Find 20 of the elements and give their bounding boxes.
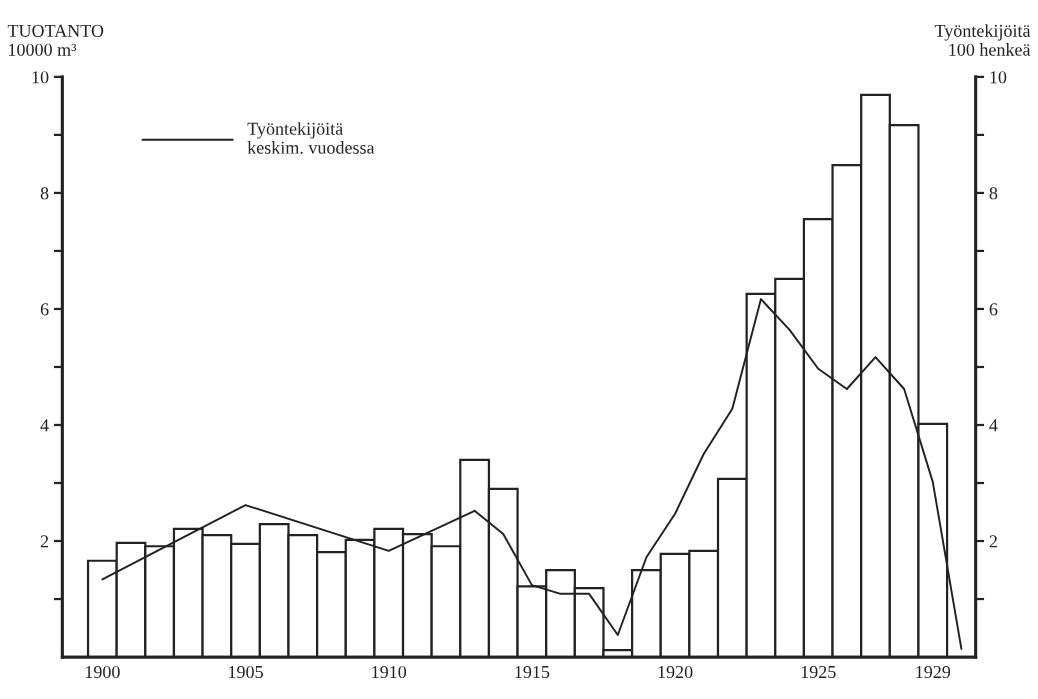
x-tick-label: 1900 (85, 665, 120, 679)
x-tick-label: 1925 (801, 665, 836, 679)
y-tick-label: 4 (40, 419, 49, 432)
y2-tick-label: 10 (990, 71, 1007, 84)
y2-tick-label: 2 (989, 535, 997, 548)
x-tick-label: 1915 (515, 665, 550, 679)
y-axis-title: TUOTANTO 10000 m³ (7, 24, 104, 56)
y-tick-label: 8 (40, 187, 49, 200)
x-tick-label: 1920 (658, 665, 693, 679)
y2-tick-label: 8 (989, 187, 998, 200)
y2-tick-label: 6 (989, 303, 998, 316)
x-tick-label: 1905 (229, 665, 263, 679)
y2-axis-title: Työntekijöitä 100 henkeä (934, 24, 1031, 56)
x-tick-label: 1910 (372, 665, 407, 679)
x-tick-label: 1929 (916, 665, 951, 679)
y-tick-label: 10 (32, 71, 49, 84)
y2-tick-label: 4 (989, 419, 998, 432)
legend-label: Työntekijöitä keskim. vuodessa (247, 122, 375, 154)
y-tick-label: 2 (40, 535, 49, 548)
y-tick-label: 6 (40, 303, 49, 316)
